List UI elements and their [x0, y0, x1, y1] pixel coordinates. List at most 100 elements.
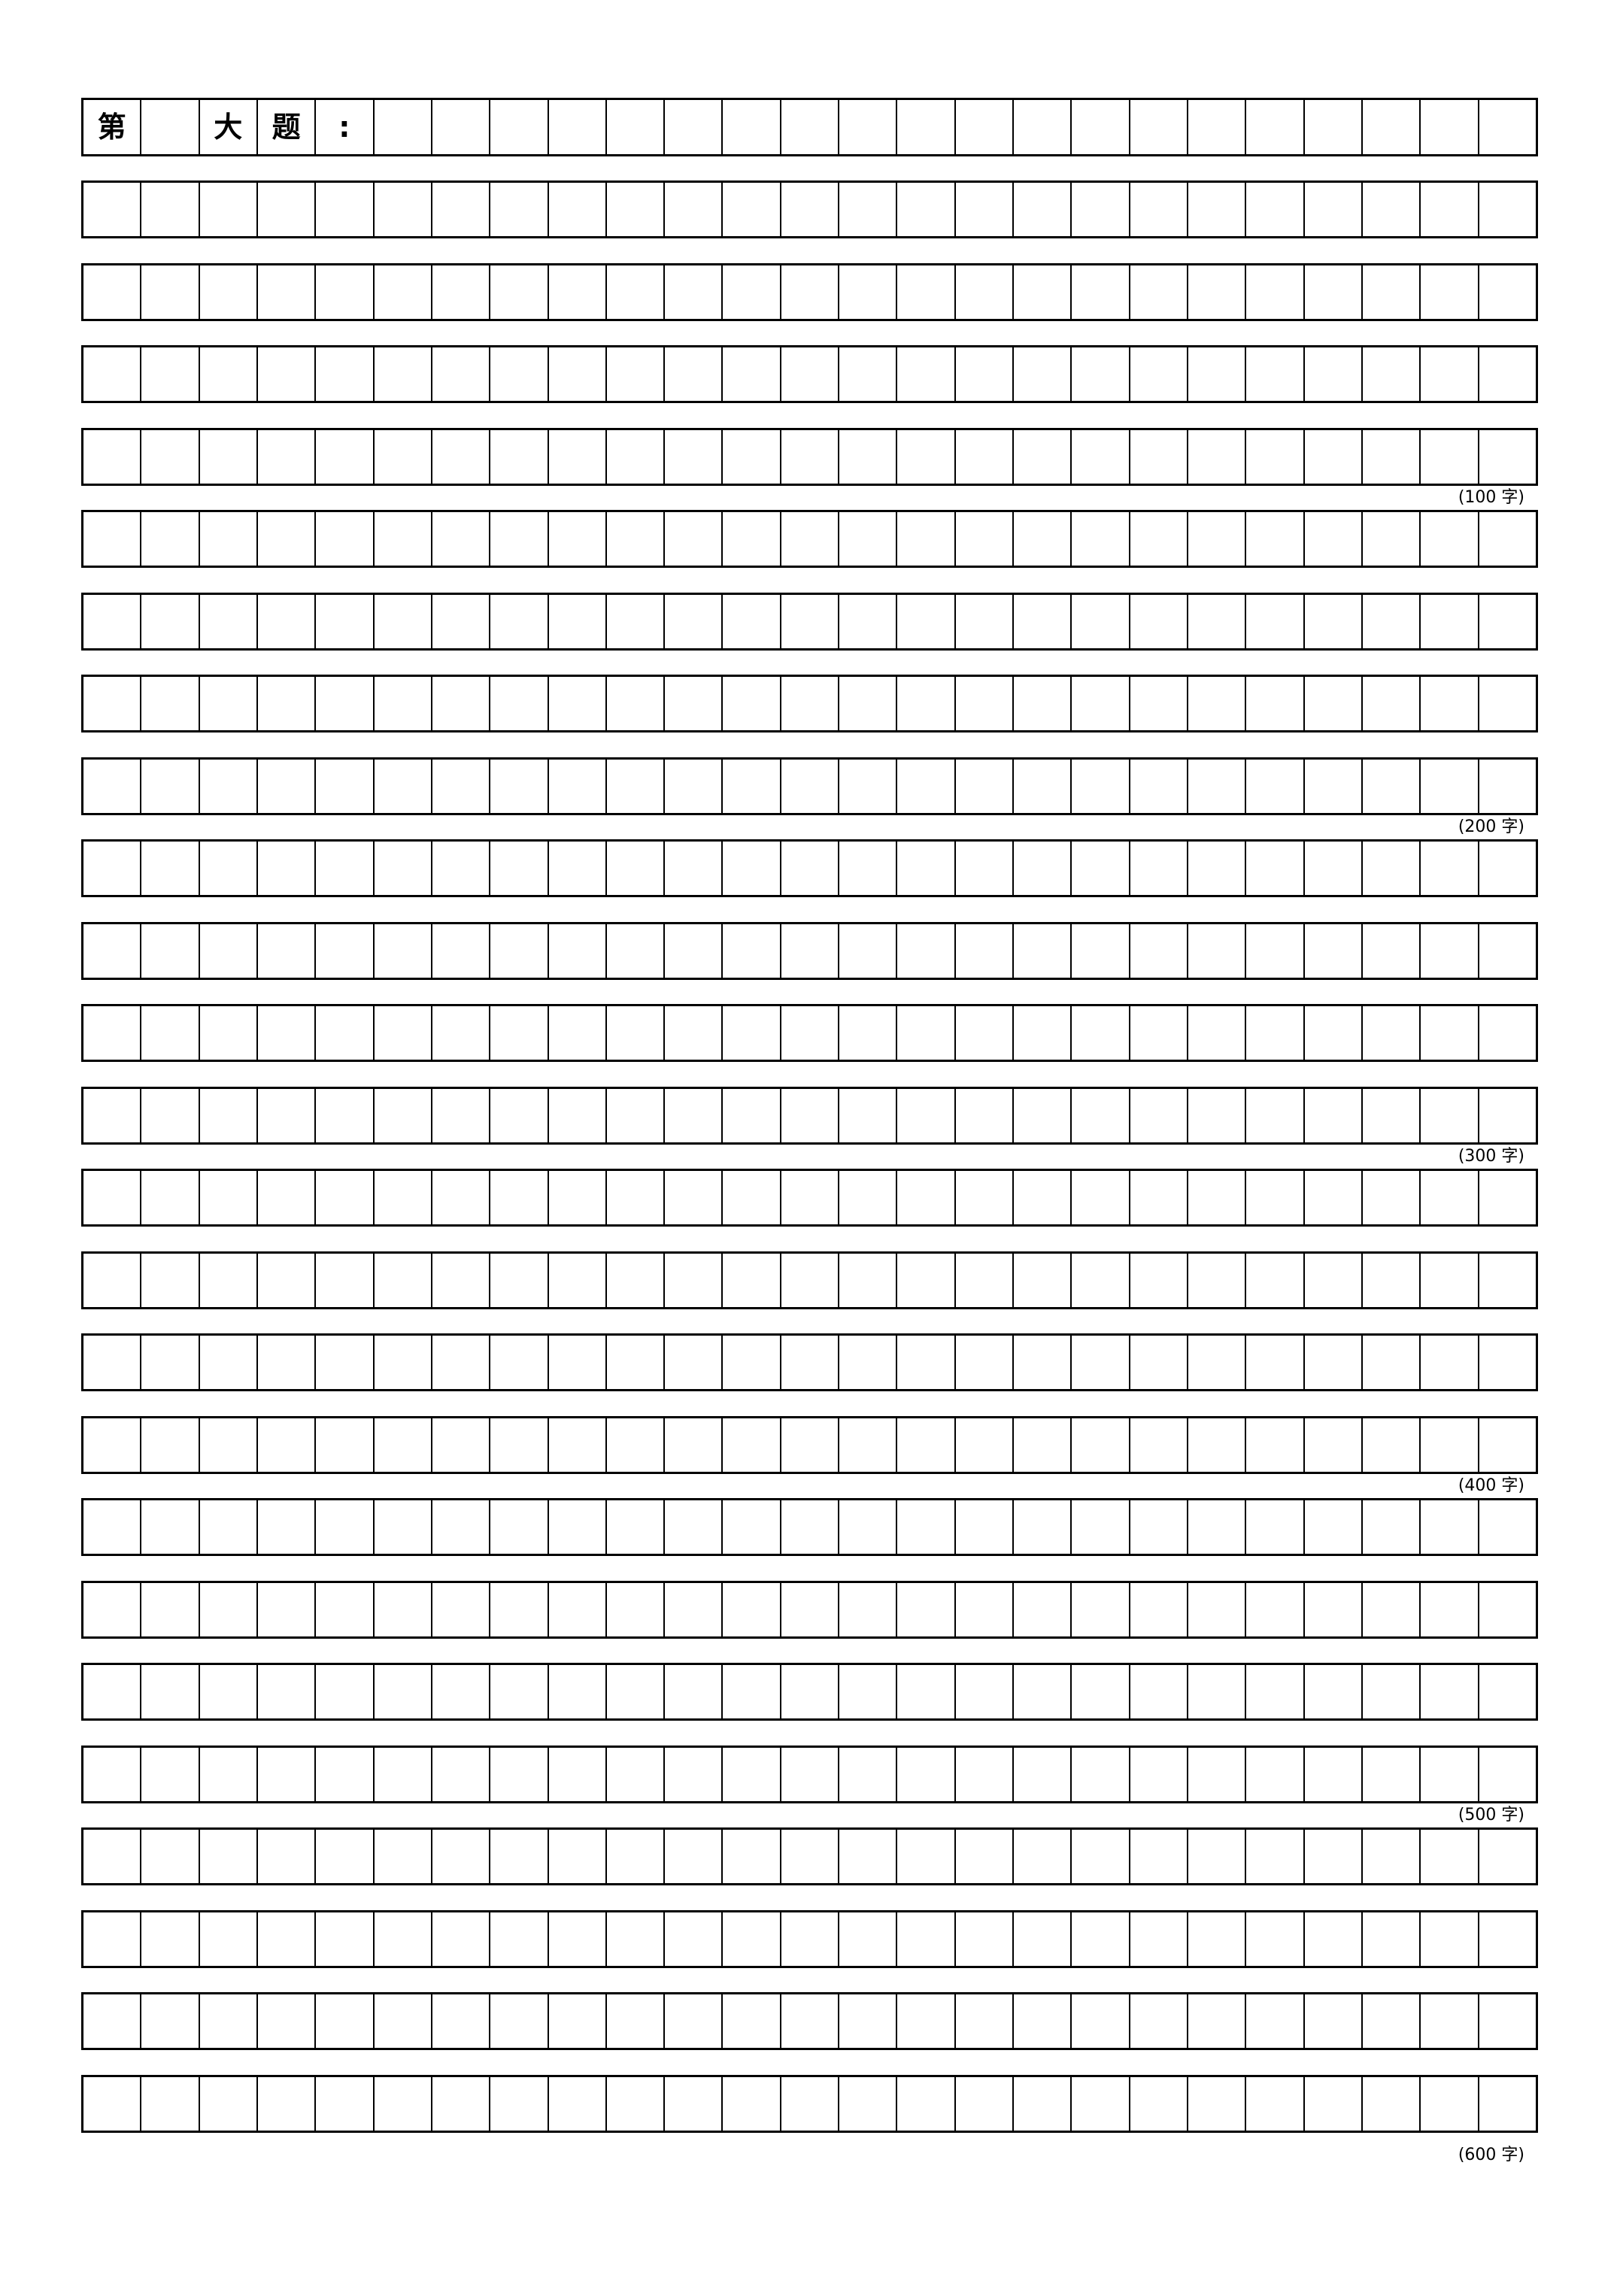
character-cell [547, 429, 605, 484]
character-cell [547, 1171, 605, 1224]
character-cell [663, 1994, 721, 2048]
character-cell [1186, 842, 1245, 895]
character-cell [1186, 1665, 1245, 1718]
character-cell [83, 1830, 140, 1883]
character-cell [1303, 2076, 1361, 2131]
row-gap [81, 897, 1538, 922]
character-cell [1419, 512, 1477, 566]
character-cell [1128, 1994, 1187, 2048]
character-cell [779, 1006, 838, 1060]
character-cell [1361, 1253, 1419, 1307]
character-cell [547, 1253, 605, 1307]
character-cell [663, 1582, 721, 1636]
character-cell [256, 1336, 314, 1389]
character-cell [489, 842, 547, 895]
character-cell [1186, 1336, 1245, 1389]
character-cell [605, 347, 663, 401]
character-cell [372, 594, 431, 648]
character-cell [140, 1006, 198, 1060]
character-cell [838, 1418, 896, 1472]
character-cell [314, 1747, 372, 1801]
character-cell [896, 512, 954, 566]
character-cell [896, 429, 954, 484]
character-cell [140, 924, 198, 978]
character-cell [198, 1336, 256, 1389]
character-cell [1419, 1747, 1477, 1801]
character-cell [1477, 1912, 1536, 1966]
character-cell [779, 1830, 838, 1883]
character-cell [489, 183, 547, 236]
character-cell [140, 1418, 198, 1472]
character-cell [605, 677, 663, 730]
character-cell [663, 1912, 721, 1966]
character-cell [1477, 1747, 1536, 1801]
character-cell [198, 1088, 256, 1142]
character-cell [140, 265, 198, 319]
character-cell [1128, 1088, 1187, 1142]
character-cell [1477, 1418, 1536, 1472]
character-cell [1070, 842, 1128, 895]
character-cell [1419, 1582, 1477, 1636]
character-cell [838, 1830, 896, 1883]
character-cell [1012, 1912, 1070, 1966]
character-cell [198, 2076, 256, 2131]
character-cell [779, 1665, 838, 1718]
character-cell [1361, 1171, 1419, 1224]
character-cell [489, 1665, 547, 1718]
character-cell [1012, 1418, 1070, 1472]
character-cell [372, 1336, 431, 1389]
character-cell [1477, 1994, 1536, 2048]
character-cell [198, 759, 256, 813]
row-gap [81, 1391, 1538, 1416]
character-cell [547, 1500, 605, 1554]
title-row: 第 大题: [81, 98, 1538, 156]
row-gap [81, 568, 1538, 593]
character-cell [1186, 1747, 1245, 1801]
character-cell [663, 842, 721, 895]
character-cell [1419, 183, 1477, 236]
character-cell [1361, 1582, 1419, 1636]
character-cell [489, 265, 547, 319]
character-cell [605, 924, 663, 978]
character-cell [140, 1171, 198, 1224]
character-cell [896, 183, 954, 236]
character-cell [838, 512, 896, 566]
character-cell [547, 1912, 605, 1966]
character-cell [954, 1994, 1012, 2048]
character-cell [721, 842, 779, 895]
character-cell [1361, 429, 1419, 484]
character-cell [314, 1171, 372, 1224]
character-cell [954, 1912, 1012, 1966]
writing-row [81, 1827, 1538, 1885]
character-cell [838, 1336, 896, 1389]
writing-row [81, 839, 1538, 897]
character-cell [954, 347, 1012, 401]
character-cell [954, 842, 1012, 895]
character-cell [256, 924, 314, 978]
character-cell [83, 1336, 140, 1389]
character-cell [547, 1830, 605, 1883]
character-cell [663, 183, 721, 236]
character-cell [1070, 1582, 1128, 1636]
character-cell [372, 1253, 431, 1307]
character-cell [83, 1994, 140, 2048]
character-cell [1128, 1171, 1187, 1224]
character-cell [1419, 347, 1477, 401]
character-cell [1477, 1006, 1536, 1060]
character-cell [256, 1006, 314, 1060]
character-cell [779, 265, 838, 319]
character-cell [663, 265, 721, 319]
character-cell [430, 1336, 489, 1389]
character-cell [896, 759, 954, 813]
character-cell [954, 1418, 1012, 1472]
character-cell [1245, 1088, 1303, 1142]
writing-row [81, 345, 1538, 403]
character-cell [314, 1006, 372, 1060]
character-cell [256, 594, 314, 648]
character-cell [896, 1418, 954, 1472]
character-cell [721, 1994, 779, 2048]
character-cell [1128, 1830, 1187, 1883]
character-cell [1361, 1006, 1419, 1060]
character-cell [547, 1418, 605, 1472]
character-cell [896, 1582, 954, 1636]
